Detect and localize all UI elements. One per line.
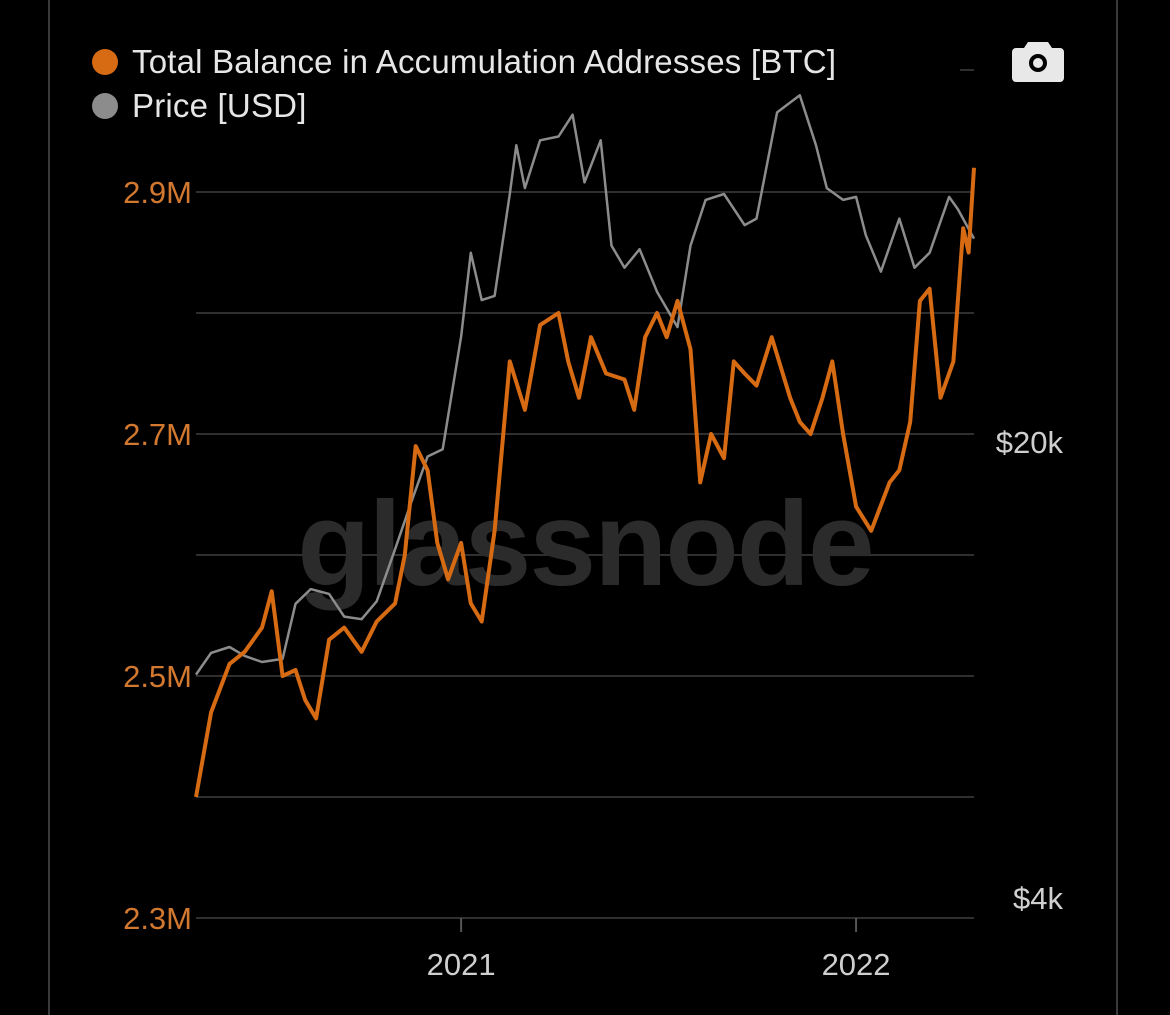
watermark: glassnode [297,477,873,611]
y-right-tick-label: $4k [1013,881,1063,916]
legend-item-balance[interactable]: Total Balance in Accumulation Addresses … [92,40,836,84]
legend-item-price[interactable]: Price [USD] [92,84,836,128]
camera-icon[interactable] [1012,38,1064,82]
legend-swatch-balance [92,49,118,75]
x-tick-label: 2022 [822,947,891,982]
panel-border-right [1116,0,1118,1015]
y-right-tick-label: $20k [996,425,1064,460]
legend-swatch-price [92,93,118,119]
legend-label-price: Price [USD] [132,87,307,124]
series-layer [194,94,976,798]
y-axis-right: $4k $20k [996,425,1064,916]
y-axis-left: 2.3M 2.5M 2.7M 2.9M [123,175,192,936]
panel-border-left [48,0,50,1015]
series-line-price [194,94,976,676]
x-axis: 2021 2022 [427,918,891,982]
x-tick-label: 2021 [427,947,496,982]
y-left-tick-label: 2.3M [123,901,192,936]
legend-label-balance: Total Balance in Accumulation Addresses … [132,43,837,80]
y-left-tick-label: 2.5M [123,659,192,694]
series-line-balance [194,167,976,798]
y-left-tick-label: 2.9M [123,175,192,210]
chart-grid [196,69,974,919]
chart-legend: Total Balance in Accumulation Addresses … [92,40,836,128]
y-left-tick-label: 2.7M [123,417,192,452]
